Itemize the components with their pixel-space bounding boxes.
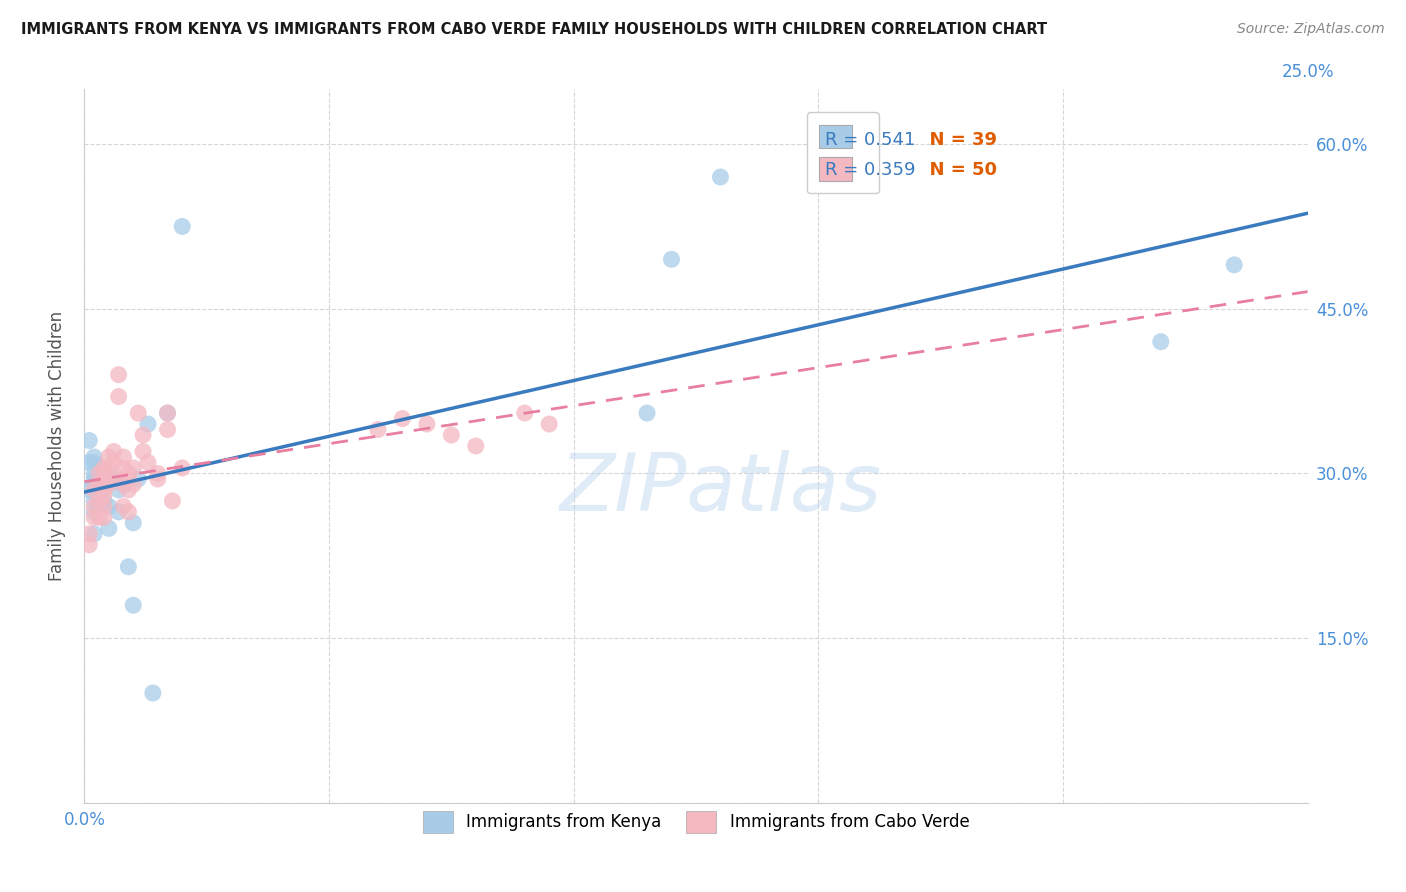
Point xyxy=(122,598,145,612)
Point xyxy=(132,444,155,458)
Point xyxy=(127,472,149,486)
Point xyxy=(107,368,129,382)
Point xyxy=(87,500,110,514)
Point xyxy=(107,483,129,497)
Point xyxy=(93,483,115,497)
Point xyxy=(87,461,110,475)
Y-axis label: Family Households with Children: Family Households with Children xyxy=(48,311,66,581)
Point xyxy=(117,467,139,481)
Point xyxy=(83,510,105,524)
Point xyxy=(156,406,179,420)
Point xyxy=(87,472,110,486)
Text: R = 0.359: R = 0.359 xyxy=(825,161,915,179)
Point xyxy=(93,483,115,497)
Point xyxy=(93,494,115,508)
Point xyxy=(103,444,125,458)
Point xyxy=(117,559,139,574)
Point xyxy=(112,450,135,464)
Point xyxy=(87,477,110,491)
Point xyxy=(93,472,115,486)
Point xyxy=(112,477,135,491)
Point xyxy=(97,450,120,464)
Point xyxy=(146,472,169,486)
Point xyxy=(122,477,145,491)
Text: N = 50: N = 50 xyxy=(917,161,997,179)
Point xyxy=(136,455,159,469)
Point xyxy=(1223,258,1246,272)
Point xyxy=(122,516,145,530)
Point xyxy=(709,169,731,184)
Point xyxy=(172,461,194,475)
Point xyxy=(162,494,184,508)
Point xyxy=(1150,334,1173,349)
Point xyxy=(87,467,110,481)
Point xyxy=(83,505,105,519)
Point xyxy=(127,406,149,420)
Point xyxy=(136,417,159,431)
Point xyxy=(117,483,139,497)
Point xyxy=(77,538,100,552)
Point xyxy=(107,472,129,486)
Point xyxy=(97,500,120,514)
Point xyxy=(77,455,100,469)
Point xyxy=(107,505,129,519)
Legend: Immigrants from Kenya, Immigrants from Cabo Verde: Immigrants from Kenya, Immigrants from C… xyxy=(415,803,977,841)
Point xyxy=(87,494,110,508)
Point xyxy=(83,455,105,469)
Point xyxy=(122,461,145,475)
Point xyxy=(107,390,129,404)
Text: N = 39: N = 39 xyxy=(917,131,997,149)
Point xyxy=(83,483,105,497)
Point xyxy=(77,434,100,448)
Point xyxy=(538,417,561,431)
Text: IMMIGRANTS FROM KENYA VS IMMIGRANTS FROM CABO VERDE FAMILY HOUSEHOLDS WITH CHILD: IMMIGRANTS FROM KENYA VS IMMIGRANTS FROM… xyxy=(21,22,1047,37)
Point xyxy=(156,423,179,437)
Point xyxy=(416,417,439,431)
Point xyxy=(112,461,135,475)
Point xyxy=(93,488,115,502)
Point xyxy=(83,450,105,464)
Point xyxy=(87,483,110,497)
Point xyxy=(661,252,683,267)
Point xyxy=(87,488,110,502)
Text: R = 0.541: R = 0.541 xyxy=(825,131,915,149)
Point xyxy=(83,467,105,481)
Point xyxy=(97,521,120,535)
Point xyxy=(367,423,389,437)
Point xyxy=(172,219,194,234)
Point xyxy=(132,428,155,442)
Point xyxy=(391,411,413,425)
Text: ZIPatlas: ZIPatlas xyxy=(560,450,882,528)
Point xyxy=(93,510,115,524)
Point xyxy=(93,500,115,514)
Point xyxy=(464,439,486,453)
Point xyxy=(112,477,135,491)
Point xyxy=(87,467,110,481)
Point xyxy=(146,467,169,481)
Point xyxy=(142,686,165,700)
Point xyxy=(103,472,125,486)
Text: Source: ZipAtlas.com: Source: ZipAtlas.com xyxy=(1237,22,1385,37)
Point xyxy=(87,510,110,524)
Point xyxy=(77,483,100,497)
Point xyxy=(513,406,536,420)
Point xyxy=(83,494,105,508)
Point xyxy=(112,500,135,514)
Point xyxy=(117,505,139,519)
Point xyxy=(83,500,105,514)
Point xyxy=(77,526,100,541)
Point xyxy=(440,428,463,442)
Point xyxy=(156,406,179,420)
Point xyxy=(97,461,120,475)
Point xyxy=(83,477,105,491)
Point xyxy=(636,406,658,420)
Point xyxy=(97,477,120,491)
Point xyxy=(93,467,115,481)
Point xyxy=(103,455,125,469)
Point xyxy=(83,472,105,486)
Point xyxy=(83,526,105,541)
Point xyxy=(93,461,115,475)
Point xyxy=(93,472,115,486)
